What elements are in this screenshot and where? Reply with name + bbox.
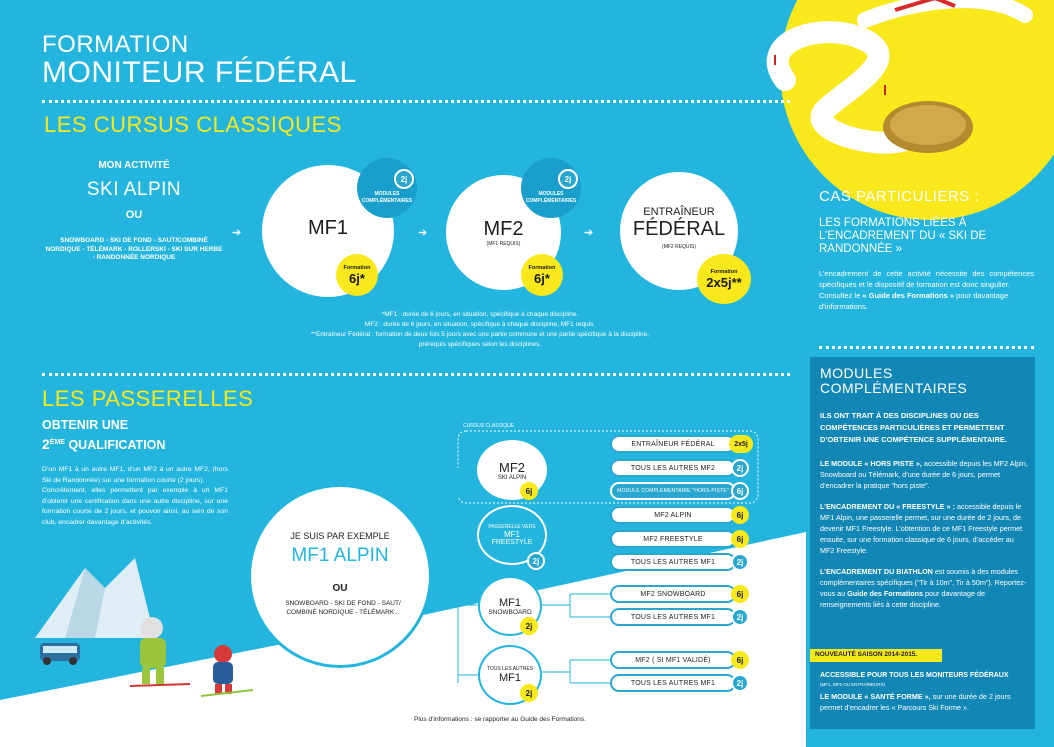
page-title: FORMATION MONITEUR FÉDÉRAL xyxy=(42,33,357,89)
mf1-formation-value: 6j* xyxy=(349,270,365,286)
cursus-heading: LES CURSUS CLASSIQUES xyxy=(44,112,342,137)
modules-panel: MODULES COMPLÉMENTAIRES ILS ONT TRAIT À … xyxy=(820,366,1028,610)
mf1-modules-badge: 2j MODULES COMPLÉMENTAIRES xyxy=(357,158,417,218)
mf2-sub: (MF1 REQUIS) xyxy=(486,241,521,247)
module-freestyle: L’ENCADREMENT DU « FREESTYLE » : accessi… xyxy=(820,502,1023,555)
example-value: MF1 ALPIN xyxy=(291,545,389,566)
pill-hors-piste: MODULE COMPLÉMENTAIRE "HORS-PISTE" xyxy=(610,482,736,500)
mf2-formation-badge: Formation 6j* xyxy=(521,254,563,296)
pill-mf2-alpin: MF2 ALPIN xyxy=(610,506,736,524)
arrow-right-icon: ➔ xyxy=(232,227,242,239)
mf1-title: MF1 xyxy=(308,217,348,239)
ef-title-small: ENTRAÎNEUR xyxy=(643,206,715,218)
particuliers-text: L’encadrement de cette activité nécessit… xyxy=(819,269,1034,289)
cursus-label: CURSUS CLASSIQUE xyxy=(463,423,515,429)
accessible-sub: (MF1, MF2 OU ENTRAÎNEURS) xyxy=(820,682,886,687)
activity-block: MON ACTIVITÉ SKI ALPIN OU SNOWBOARD - SK… xyxy=(44,160,224,263)
pill-badge: 6j xyxy=(731,506,749,524)
modules-heading-2: COMPLÉMENTAIRES xyxy=(820,380,968,396)
pill-entraineur-federal: ENTRAÎNEUR FÉDÉRAL xyxy=(610,435,736,453)
mf2-modules-badge: 2j MODULES COMPLÉMENTAIRES xyxy=(521,158,581,218)
divider xyxy=(42,100,790,106)
passerelles-heading: LES PASSERELLES xyxy=(42,386,254,411)
module-hors-piste: LE MODULE « HORS PISTE », accessible dep… xyxy=(820,459,1028,490)
pill-autres-mf1: TOUS LES AUTRES MF1 xyxy=(610,608,736,626)
mf2-title: MF2 xyxy=(483,218,524,240)
node-freestyle-badge: 2j xyxy=(527,552,545,570)
mf2-formation-value: 6j* xyxy=(534,270,550,286)
pill-badge: 6j xyxy=(731,585,749,603)
pill-badge: 2j xyxy=(731,459,749,477)
pill-autres-mf1: TOUS LES AUTRES MF1 xyxy=(610,553,736,571)
accessible-label: ACCESSIBLE POUR TOUS LES MONITEURS FÉDÉR… xyxy=(820,672,1009,679)
node-snowboard-badge: 2j xyxy=(520,617,538,635)
pill-autres-mf1: TOUS LES AUTRES MF1 xyxy=(610,674,736,692)
nouveaute-badge: NOUVEAUTÉ SAISON 2014-2015. xyxy=(810,649,942,662)
ef-title: FÉDÉRAL xyxy=(632,218,726,240)
tree-connectors xyxy=(457,430,759,504)
example-circle: JE SUIS PAR EXEMPLE MF1 ALPIN OU SNOWBOA… xyxy=(248,484,432,668)
pill-badge: 2x5j xyxy=(729,435,753,453)
mountain-illustration-icon xyxy=(35,558,155,665)
note-4: prérequis spécifiques selon les discipli… xyxy=(418,341,542,348)
modules-heading-1: MODULES xyxy=(820,365,893,381)
module-sante-forme: ACCESSIBLE POUR TOUS LES MONITEURS FÉDÉR… xyxy=(820,672,1028,713)
cursus-notes: *MF1 : durée de 6 jours, en situation, s… xyxy=(280,310,680,350)
mf1-formation-label: Formation xyxy=(343,264,371,271)
example-label: JE SUIS PAR EXEMPLE xyxy=(290,531,390,541)
pill-mf2-snowboard: MF2 SNOWBOARD xyxy=(610,585,736,603)
ski-track-illustration-icon xyxy=(766,0,1033,154)
gold-medal-icon xyxy=(883,101,973,153)
skier-illustration-icon xyxy=(200,645,254,697)
mf2-modules-days: 2j xyxy=(558,169,578,189)
note-2: MF2 : durée de 6 jours, en situation, sp… xyxy=(364,321,596,328)
mf2-formation-label: Formation xyxy=(528,264,556,271)
skier-illustration-icon xyxy=(130,617,191,687)
pill-badge: 6j xyxy=(731,482,749,500)
activity-label: MON ACTIVITÉ xyxy=(98,160,170,171)
particuliers-subheading: LES FORMATIONS LIÉES À L’ENCADREMENT DU … xyxy=(819,217,987,255)
mf2-modules-label: MODULES COMPLÉMENTAIRES xyxy=(525,191,577,204)
mf1-formation-badge: Formation 6j* xyxy=(336,254,378,296)
node-mf2-badge: 6j xyxy=(520,482,538,500)
mf1-modules-label: MODULES COMPLÉMENTAIRES xyxy=(361,191,413,204)
pill-badge: 6j xyxy=(731,530,749,548)
pill-badge: 6j xyxy=(731,651,749,669)
modules-intro: ILS ONT TRAIT À DES DISCIPLINES OU DES C… xyxy=(820,411,1007,444)
pill-mf2-freestyle: MF2 FREESTYLE xyxy=(610,530,736,548)
title-line-2: MONITEUR FÉDÉRAL xyxy=(42,56,357,89)
passerelles-text: D’un MF1 à un autre MF1, d’un MF2 à un a… xyxy=(42,466,228,526)
pill-mf2-si-mf1: MF2 ( SI MF1 VALIDÉ) xyxy=(610,651,736,669)
pill-badge: 2j xyxy=(731,674,749,692)
pill-badge: 2j xyxy=(731,553,749,571)
divider xyxy=(819,346,1034,352)
ef-formation-badge: Formation 2x5j** xyxy=(697,254,751,304)
activity-others: SNOWBOARD - SKI DE FOND - SAUT/COMBINÉ N… xyxy=(45,237,223,261)
ef-formation-value: 2x5j** xyxy=(706,274,742,290)
mf1-modules-days: 2j xyxy=(394,169,414,189)
activity-ou: OU xyxy=(125,209,143,221)
footer-note: Plus d’informations : se rapporter au Gu… xyxy=(414,716,586,723)
node-autres-badge: 2j xyxy=(520,684,538,702)
node-mf1-autres: TOUS LES AUTRES MF1 xyxy=(478,645,542,705)
example-ou: OU xyxy=(332,583,348,594)
passerelles-subheading: OBTENIR UNE 2ÈME QUALIFICATION xyxy=(42,418,166,452)
example-others: SNOWBOARD - SKI DE FOND - SAUT/ COMBINÉ … xyxy=(285,600,401,616)
divider xyxy=(42,373,790,379)
particuliers-link-text: Consultez le « Guide des Formations » po… xyxy=(819,291,1009,311)
note-3: **Entraîneur Fédéral : formation de deux… xyxy=(310,331,650,338)
arrow-right-icon: ➔ xyxy=(418,227,428,239)
pill-autres-mf2: TOUS LES AUTRES MF2 xyxy=(610,459,736,477)
particuliers-heading: CAS PARTICULIERS : xyxy=(819,188,980,205)
ef-formation-label: Formation xyxy=(710,268,738,275)
activity-name: SKI ALPIN xyxy=(86,179,182,200)
module-biathlon: L’ENCADREMENT DU BIATHLON est soumis à d… xyxy=(820,567,1027,609)
title-line-1: FORMATION xyxy=(42,31,189,58)
arrow-right-icon: ➔ xyxy=(584,227,594,239)
cas-particuliers: CAS PARTICULIERS : LES FORMATIONS LIÉES … xyxy=(819,188,1034,312)
note-1: *MF1 : durée de 6 jours, en situation, s… xyxy=(381,311,579,318)
pill-badge: 2j xyxy=(731,608,749,626)
ef-sub: (MF2 REQUIS) xyxy=(662,244,696,250)
